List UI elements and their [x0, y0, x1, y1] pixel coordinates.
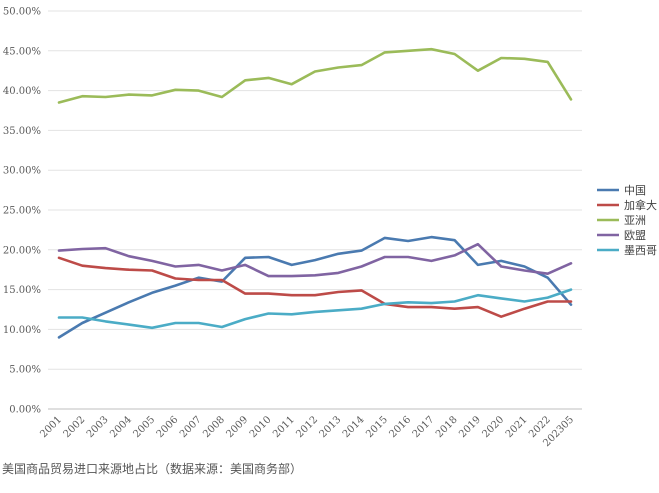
x-tick-label: 2005	[131, 414, 157, 440]
y-tick-label: 10.00%	[3, 325, 41, 336]
y-tick-label: 30.00%	[3, 166, 41, 177]
y-tick-label: 5.00%	[9, 365, 41, 376]
legend-label: 亚洲	[624, 214, 646, 227]
x-tick-label: 2003	[85, 414, 111, 440]
x-tick-label: 2021	[504, 414, 530, 440]
y-tick-label: 15.00%	[3, 285, 41, 296]
x-tick-label: 2015	[364, 414, 390, 440]
legend-label: 墨西哥	[624, 244, 657, 257]
x-tick-label: 2009	[225, 414, 251, 440]
x-tick-label: 2004	[108, 414, 134, 440]
x-tick-label: 2020	[481, 414, 507, 440]
x-tick-label: 2017	[411, 414, 437, 440]
x-tick-label: 2016	[387, 414, 413, 440]
y-tick-label: 50.00%	[3, 7, 41, 18]
y-tick-label: 20.00%	[3, 245, 41, 256]
x-tick-label: 2002	[62, 414, 88, 440]
legend-label: 中国	[624, 184, 646, 197]
legend-label: 欧盟	[624, 229, 646, 242]
series-line-亚洲	[57, 47, 573, 104]
x-tick-label: 2011	[271, 414, 297, 440]
x-tick-label: 2010	[248, 414, 274, 440]
y-tick-label: 0.00%	[9, 405, 41, 416]
series-line-欧盟	[57, 242, 573, 278]
y-tick-label: 25.00%	[3, 206, 41, 217]
y-axis-tick-labels: 0.00% 5.00% 10.00% 15.00% 20.00% 25.00% 30.00%…	[3, 7, 41, 416]
y-tick-label: 45.00%	[3, 46, 41, 57]
x-tick-label: 2014	[341, 414, 367, 440]
y-tick-label: 35.00%	[3, 126, 41, 137]
gridlines	[48, 10, 582, 410]
x-tick-label: 2018	[434, 414, 460, 440]
series-line-中国	[57, 235, 573, 339]
x-tick-label: 2019	[457, 414, 483, 440]
x-axis-tick-labels: 2001200220032004200520062007200820092010…	[38, 414, 576, 449]
chart-caption: 美国商品贸易进口来源地占比（数据来源：美国商务部）	[2, 462, 303, 476]
legend-label: 加拿大	[624, 198, 657, 212]
x-tick-label: 2006	[155, 414, 181, 440]
x-tick-label: 2008	[201, 414, 227, 440]
x-tick-label: 2012	[294, 414, 320, 440]
x-tick-label: 2013	[318, 414, 344, 440]
x-tick-label: 2007	[178, 414, 204, 440]
series-line-加拿大	[57, 256, 573, 319]
y-tick-label: 40.00%	[3, 86, 41, 97]
x-tick-label: 2001	[38, 414, 64, 440]
series-lines	[57, 47, 573, 339]
series-line-墨西哥	[57, 288, 573, 330]
